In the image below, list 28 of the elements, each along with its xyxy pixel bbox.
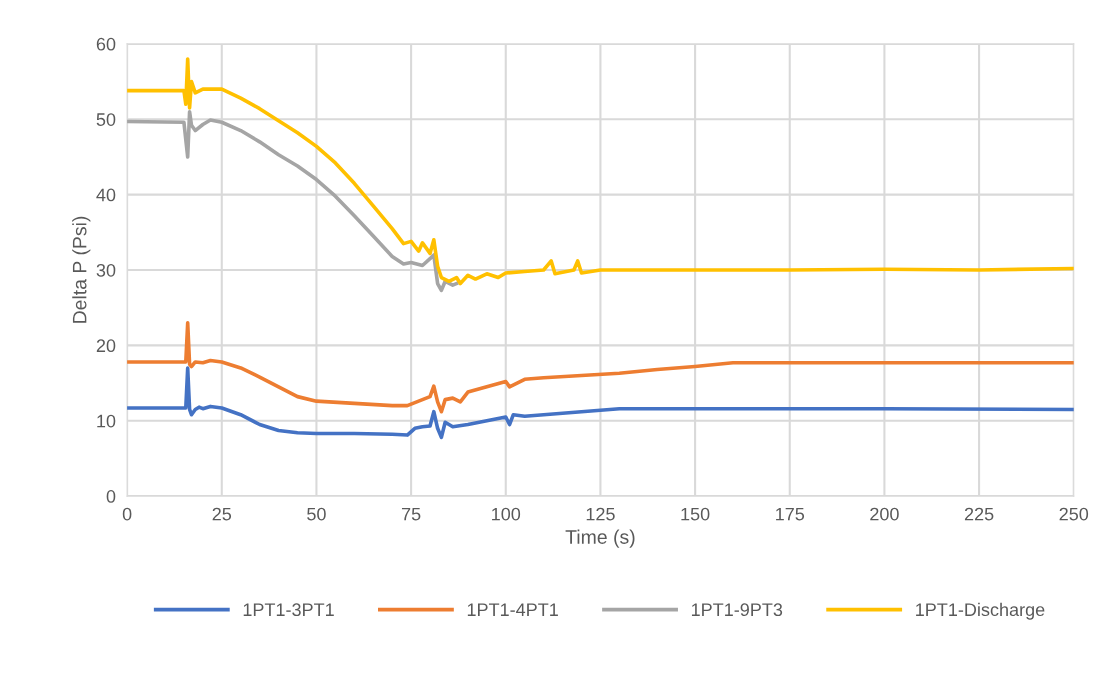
line-series — [127, 366, 1074, 440]
y-tick-label: 50 — [96, 113, 116, 126]
x-tick-label: 225 — [964, 507, 994, 521]
y-tick-label: 60 — [96, 37, 116, 51]
line-series — [127, 109, 459, 293]
x-tick-label: 250 — [1059, 507, 1089, 521]
y-axis-title: Delta P (Psi) — [72, 216, 91, 323]
y-tick-label: 20 — [96, 339, 116, 353]
x-tick-label: 75 — [401, 507, 421, 521]
x-tick-label: 150 — [681, 507, 710, 521]
x-axis-title: Time (s) — [565, 529, 635, 548]
x-tick-label: 200 — [870, 507, 899, 521]
legend-label: 1PT1-9PT3 — [691, 603, 783, 617]
line-series — [127, 57, 1074, 286]
x-tick-label: 125 — [586, 507, 615, 521]
legend-label: 1PT1-4PT1 — [467, 603, 558, 616]
y-tick-label: 30 — [96, 263, 116, 277]
y-tick-label: 40 — [96, 188, 116, 202]
line-series — [127, 320, 1074, 414]
x-tick-label: 0 — [122, 507, 132, 521]
y-tick-label: 0 — [106, 490, 116, 503]
legend-label: 1PT1-Discharge — [916, 602, 1045, 620]
x-tick-label: 25 — [212, 507, 232, 521]
x-tick-label: 100 — [492, 507, 521, 521]
x-tick-label: 50 — [307, 507, 326, 521]
y-tick-label: 10 — [97, 414, 116, 428]
x-tick-label: 175 — [776, 507, 805, 521]
legend-label: 1PT1-3PT1 — [243, 603, 334, 617]
